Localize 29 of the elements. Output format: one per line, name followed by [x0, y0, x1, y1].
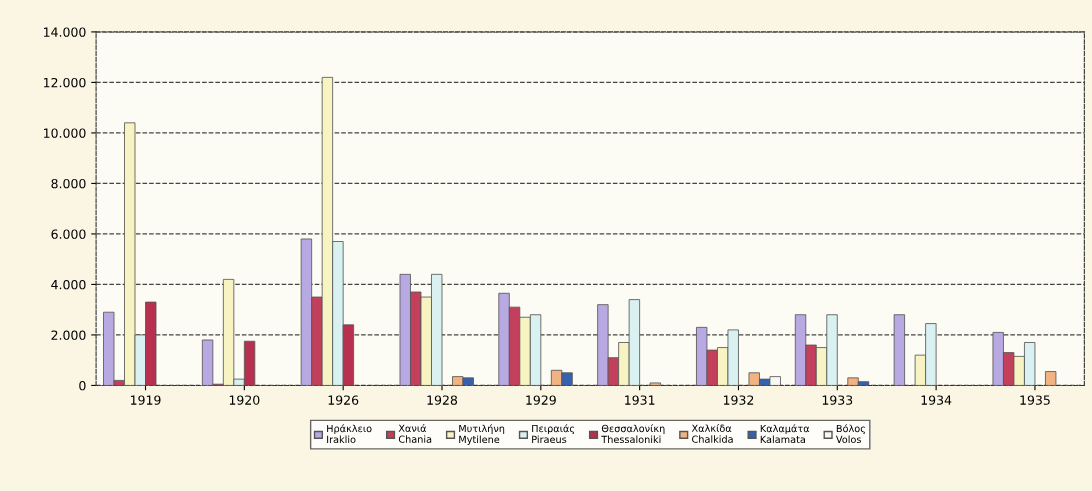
x-tick-label: 1929: [526, 395, 556, 405]
y-tick-label: 6.000: [51, 229, 86, 239]
y-tick-label: 14.000: [44, 27, 86, 37]
y-tick-label: 8.000: [51, 178, 86, 189]
legend-label: Πειραιάς Piraeus: [532, 424, 575, 444]
y-tick-label: 2.000: [51, 330, 86, 340]
legend-label: Χαλκίδα Chalkida: [691, 424, 733, 443]
legend-label: Θεσσαλονίκη Thessaloniki: [601, 424, 665, 444]
y-tick-label: 10.000: [44, 128, 86, 138]
x-tick-label: 1935: [1020, 395, 1050, 405]
y-tick-label: 12.000: [44, 77, 86, 88]
bar: [649, 382, 662, 386]
x-tick-label: 1919: [130, 395, 161, 405]
legend-label: Καλαμάτα Kalamata: [760, 424, 810, 444]
x-tick-label: 1928: [427, 395, 458, 405]
x-tick-label: 1934: [921, 395, 952, 405]
legend-label: Χανιά Chania: [398, 424, 432, 443]
x-tick-label: 1932: [723, 395, 754, 405]
x-tick-label: 1926: [328, 395, 359, 405]
x-tick-label: 1920: [229, 395, 260, 405]
legend-label: Βόλος Volos: [835, 424, 865, 444]
y-tick-label: 4.000: [51, 279, 86, 290]
bar: [1045, 371, 1057, 386]
x-tick-label: 1931: [625, 395, 655, 405]
x-tick-label: 1933: [822, 395, 853, 405]
y-tick-label: 0: [79, 380, 86, 391]
legend-label: Ηράκλειο Iraklio: [327, 424, 372, 444]
legend-label: Μυτιλήνη Mytilene: [459, 424, 505, 445]
bar: [893, 314, 906, 386]
